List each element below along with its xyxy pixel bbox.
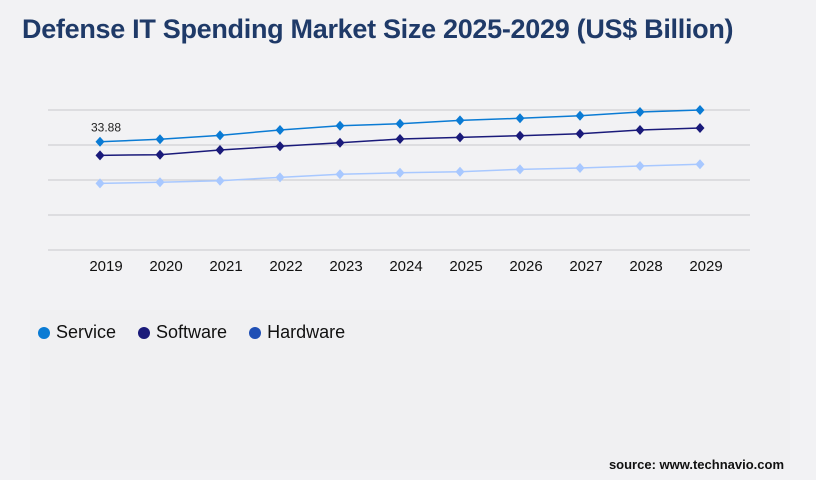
x-tick-label: 2021 xyxy=(209,258,242,275)
data-point-hardware xyxy=(275,172,285,183)
x-tick-label: 2028 xyxy=(629,258,662,275)
x-tick-label: 2020 xyxy=(149,258,182,275)
x-tick-label: 2029 xyxy=(689,258,722,275)
data-point-software xyxy=(95,150,105,161)
x-tick-label: 2027 xyxy=(569,258,602,275)
data-point-hardware xyxy=(575,163,585,174)
data-point-hardware xyxy=(215,175,225,186)
legend-label: Software xyxy=(156,322,228,342)
data-point-hardware xyxy=(395,167,405,178)
data-point-service xyxy=(695,105,705,116)
data-point-software xyxy=(215,145,225,156)
data-point-service xyxy=(515,113,525,124)
data-point-service xyxy=(155,134,165,145)
data-point-hardware xyxy=(635,161,645,171)
data-point-software xyxy=(455,132,465,143)
legend-marker-software xyxy=(138,326,151,339)
legend-item-software[interactable]: Software xyxy=(138,322,227,343)
data-point-software xyxy=(335,137,345,148)
data-point-hardware xyxy=(515,164,525,175)
legend-panel xyxy=(30,310,790,470)
legend-marker-hardware xyxy=(249,326,262,339)
data-point-hardware xyxy=(335,169,345,180)
data-point-service xyxy=(575,110,585,121)
data-point-software xyxy=(155,149,165,160)
x-tick-label: 2025 xyxy=(449,258,482,275)
legend-label: Service xyxy=(56,322,117,342)
data-point-software xyxy=(275,141,285,152)
data-point-software xyxy=(395,134,405,145)
data-point-service xyxy=(95,136,105,147)
data-point-software xyxy=(515,130,525,141)
legend-marker-service xyxy=(38,326,50,339)
data-point-service xyxy=(335,120,345,131)
data-point-hardware xyxy=(695,159,705,170)
x-tick-label: 2024 xyxy=(389,258,422,275)
data-point-service xyxy=(395,118,405,129)
legend: Service Software Hardware xyxy=(38,322,345,343)
x-tick-label: 2022 xyxy=(269,258,302,275)
data-point-hardware xyxy=(455,166,465,177)
legend-label: Hardware xyxy=(267,322,346,342)
data-point-service xyxy=(215,130,225,141)
x-tick-label: 2026 xyxy=(509,258,542,275)
x-tick-label: 2023 xyxy=(329,258,362,275)
data-point-software xyxy=(695,123,705,134)
legend-item-service[interactable]: Service xyxy=(38,322,116,343)
data-label: 33.88 xyxy=(91,121,121,135)
x-tick-label: 2019 xyxy=(89,258,122,275)
data-point-software xyxy=(575,128,585,139)
data-point-service xyxy=(635,107,645,118)
data-point-hardware xyxy=(95,178,105,189)
data-point-service xyxy=(275,125,285,136)
source-credit: source: www.technavio.com xyxy=(608,457,784,472)
legend-item-hardware[interactable]: Hardware xyxy=(249,322,345,343)
data-point-service xyxy=(455,115,465,126)
data-point-hardware xyxy=(155,177,165,188)
chart-title: Defense IT Spending Market Size 2025-202… xyxy=(22,14,734,44)
data-point-software xyxy=(635,125,645,136)
